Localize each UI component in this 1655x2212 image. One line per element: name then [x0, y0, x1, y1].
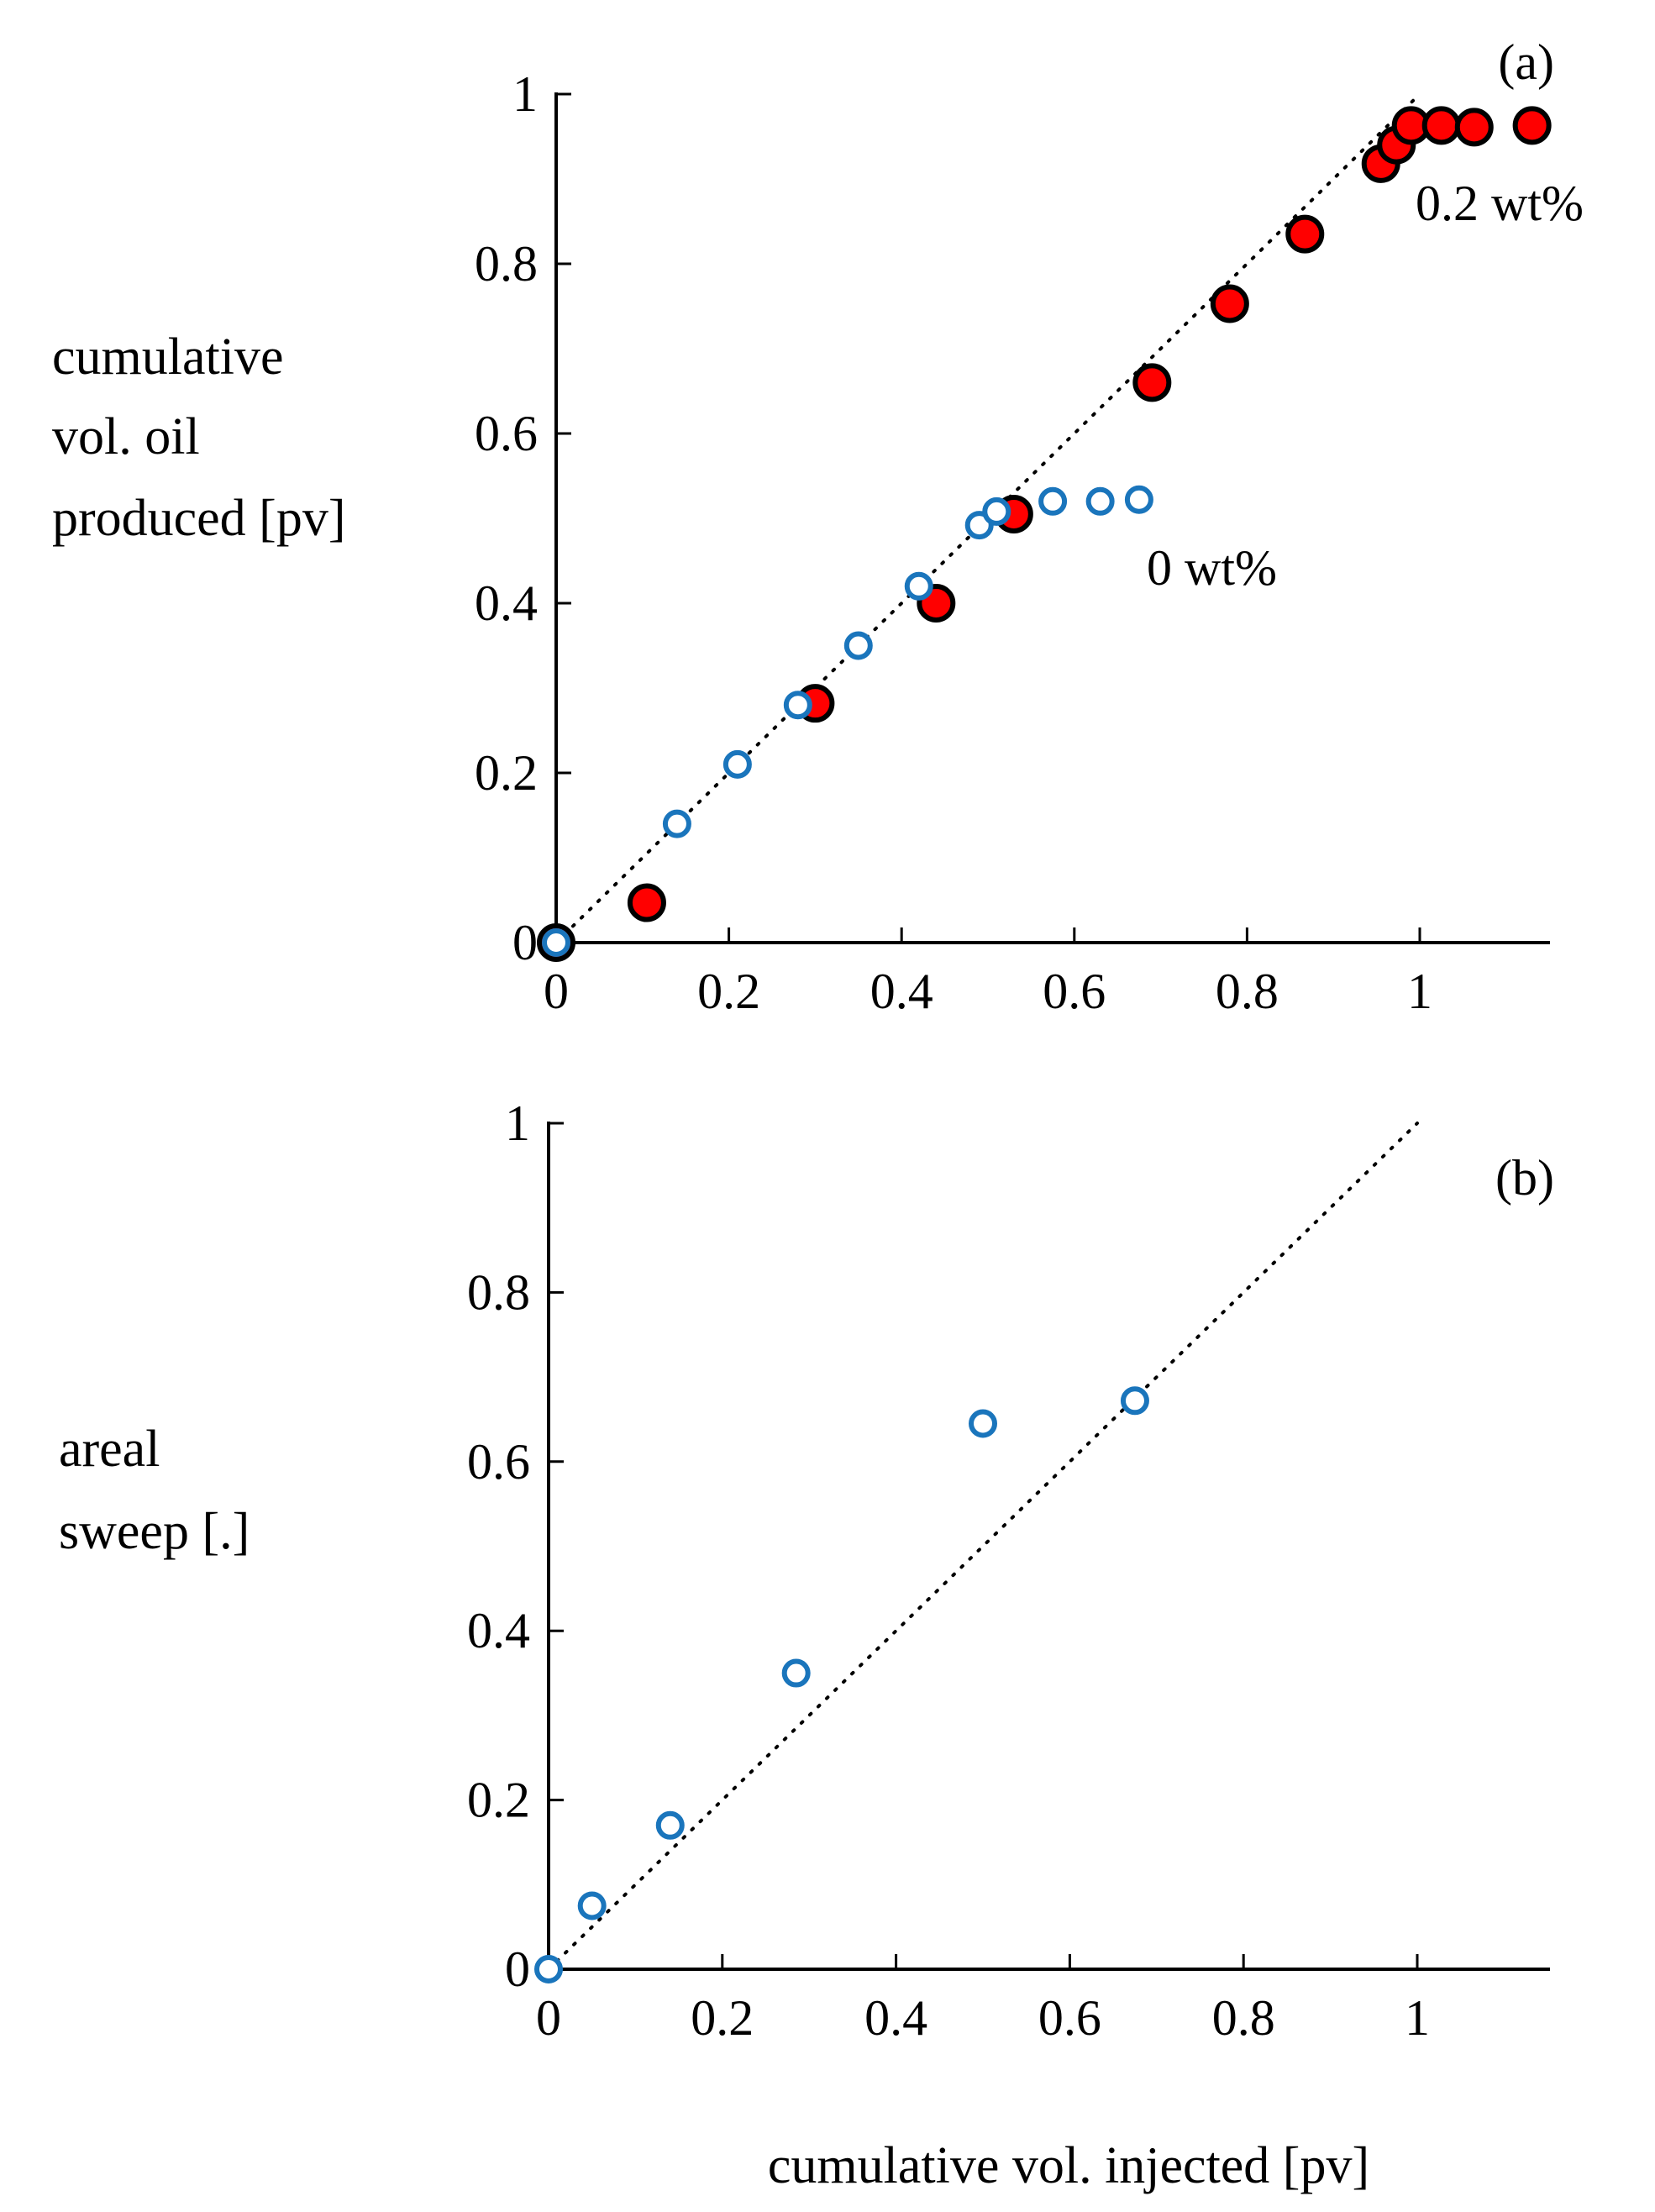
data-point-water	[1038, 486, 1068, 516]
y-axis-label-line: areal	[59, 1421, 160, 1478]
data-point-polymer	[1454, 108, 1494, 147]
data-point-water	[904, 571, 933, 601]
data-point-water	[843, 631, 873, 660]
x-tick-label: 1	[1405, 1990, 1430, 2046]
x-tick-label: 0.2	[697, 964, 760, 1019]
data-point-water	[722, 749, 752, 779]
y-tick-label: 0.4	[467, 1603, 530, 1658]
y-tick-label: 0.4	[475, 575, 538, 631]
y-tick-label: 1	[512, 66, 538, 122]
y-tick-label: 0.2	[467, 1773, 530, 1828]
data-point-water	[783, 691, 812, 720]
x-tick-label: 0	[544, 964, 569, 1019]
series-annotation: 0.2 wt%	[1416, 176, 1584, 231]
data-point-polymer	[1210, 284, 1249, 323]
panel-a-oil-production: 0 0.2 0.4 0.6 0.8 1 0 0.2 0.4 0.6 0.8 1 0.2 wt% 0 wt%…	[52, 34, 1584, 1019]
panel-b-areal-sweep: 0 0.2 0.4 0.6 0.8 1 0 0.2 0.4 0.6 0.8 1 (b) areal swee…	[59, 1095, 1554, 2046]
data-point-water	[655, 1810, 685, 1840]
y-tick-label: 1	[505, 1095, 530, 1151]
x-tick-label: 0.4	[870, 964, 933, 1019]
y-tick-label: 0.6	[475, 406, 538, 461]
data-point-water	[542, 928, 570, 957]
panel-label: (b)	[1495, 1150, 1554, 1206]
data-point-water	[1124, 485, 1153, 514]
data-point-water	[781, 1658, 811, 1688]
x-tick-label: 0.2	[691, 1990, 754, 2046]
x-tick-label: 0.6	[1038, 1990, 1101, 2046]
data-point-polymer	[1285, 214, 1325, 254]
y-tick-label: 0.6	[467, 1434, 530, 1490]
y-tick-label: 0.2	[475, 745, 538, 801]
data-point-water	[577, 1891, 607, 1920]
data-point-polymer	[1132, 363, 1172, 402]
y-tick-label: 0.8	[475, 236, 538, 292]
data-point-polymer	[627, 883, 666, 922]
panel-label: (a)	[1498, 34, 1554, 90]
series-annotation: 0 wt%	[1147, 540, 1277, 596]
reference-line	[554, 92, 1421, 944]
x-axis-label: cumulative vol. injected [pv]	[768, 2137, 1369, 2194]
x-tick-label: 0.8	[1216, 964, 1279, 1019]
reference-line	[547, 1122, 1419, 1971]
x-tick-label: 1	[1407, 964, 1432, 1019]
data-point-water	[1085, 486, 1115, 516]
x-tick-label: 0.8	[1212, 1990, 1275, 2046]
y-axis-label-line: produced [pv]	[52, 490, 345, 547]
x-tick-label: 0	[536, 1990, 561, 2046]
data-point-water	[662, 809, 691, 838]
data-point-water	[534, 1955, 563, 1983]
y-tick-label: 0	[512, 915, 538, 970]
y-axis-label-line: cumulative	[52, 328, 283, 386]
y-tick-label: 0.8	[467, 1264, 530, 1320]
x-tick-label: 0.4	[864, 1990, 927, 2046]
data-point-water	[982, 497, 1011, 526]
data-point-water	[1120, 1386, 1149, 1416]
x-tick-label: 0.6	[1043, 964, 1106, 1019]
y-axis-label-line: vol. oil	[52, 408, 200, 465]
y-tick-label: 0	[505, 1941, 530, 1997]
data-point-water	[969, 1409, 997, 1438]
data-point-polymer	[1421, 106, 1461, 145]
y-axis-label-line: sweep [.]	[59, 1503, 250, 1560]
data-point-polymer	[1512, 106, 1552, 145]
